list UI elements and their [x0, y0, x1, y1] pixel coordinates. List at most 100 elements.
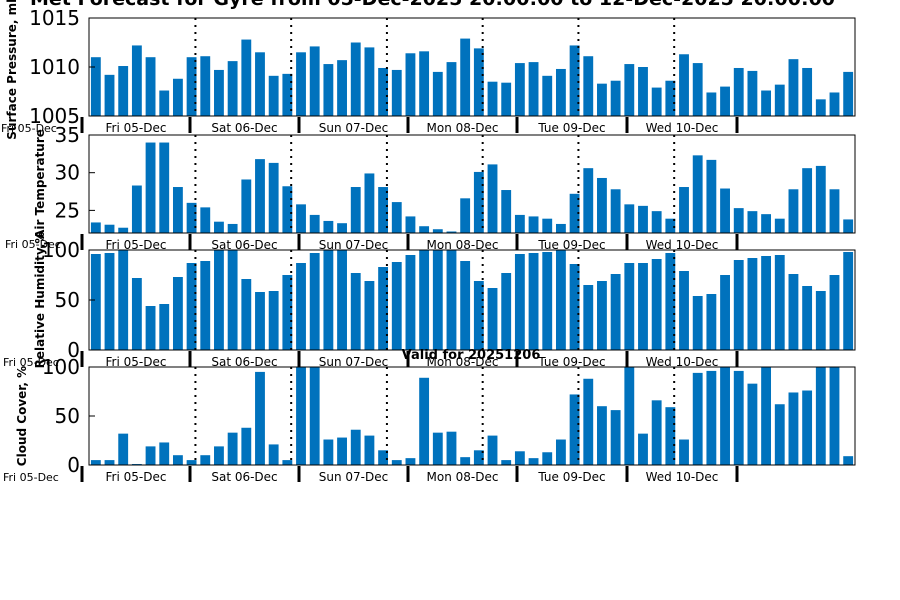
bar-pressure-30 — [501, 82, 512, 116]
bar-temperature-32 — [528, 216, 539, 233]
bar-humidity-27 — [460, 261, 471, 350]
bar-humidity-7 — [186, 263, 197, 350]
bar-temperature-17 — [323, 220, 334, 233]
bar-cloud-51 — [788, 392, 799, 465]
xtick-label-humidity-2: Sun 07-Dec — [319, 355, 388, 369]
bar-pressure-46 — [720, 86, 730, 116]
bar-humidity-47 — [733, 260, 744, 350]
bar-pressure-50 — [774, 84, 785, 116]
bar-cloud-44 — [692, 372, 703, 465]
bar-cloud-13 — [268, 444, 279, 465]
ytick-label-temperature-1: 30 — [55, 161, 80, 185]
bar-cloud-39 — [624, 367, 635, 465]
bar-humidity-32 — [528, 253, 539, 350]
xtick-first-pressure: Fri 05-Dec — [1, 122, 57, 135]
bar-temperature-1 — [104, 224, 115, 233]
bar-humidity-30 — [501, 273, 512, 350]
bar-pressure-3 — [131, 45, 142, 116]
xtick-label-cloud-3: Mon 08-Dec — [427, 470, 499, 484]
bar-cloud-2 — [118, 433, 129, 465]
bar-temperature-29 — [487, 164, 498, 233]
bar-temperature-4 — [145, 142, 156, 233]
ylabel-temperature: Air Temperature — [33, 129, 47, 239]
bar-humidity-46 — [720, 275, 730, 350]
bar-pressure-34 — [555, 68, 566, 116]
bar-temperature-14 — [282, 186, 293, 233]
bar-temperature-28 — [473, 171, 484, 233]
bar-temperature-46 — [720, 188, 730, 233]
bar-cloud-28 — [473, 450, 484, 465]
bar-pressure-21 — [378, 67, 389, 116]
bar-pressure-26 — [446, 62, 457, 116]
bar-temperature-31 — [514, 214, 525, 233]
bar-cloud-29 — [487, 435, 498, 465]
bar-cloud-26 — [446, 431, 457, 465]
ytick-label-pressure-2: 1015 — [29, 6, 80, 30]
bar-humidity-54 — [829, 275, 840, 350]
bar-cloud-41 — [651, 400, 662, 465]
bar-humidity-24 — [419, 250, 430, 350]
bar-humidity-3 — [131, 278, 142, 350]
xtick-label-pressure-4: Tue 09-Dec — [537, 121, 605, 135]
bar-temperature-11 — [241, 179, 252, 233]
bar-pressure-8 — [200, 56, 211, 116]
bar-cloud-1 — [104, 460, 115, 465]
bar-cloud-27 — [460, 457, 471, 465]
frame-temperature — [88, 134, 856, 234]
ytick-label-humidity-0: 0 — [67, 338, 80, 362]
bar-humidity-37 — [597, 281, 607, 350]
bar-cloud-52 — [802, 390, 813, 465]
bar-humidity-55 — [843, 252, 854, 350]
ytick-label-temperature-0: 25 — [55, 198, 80, 222]
bar-cloud-35 — [569, 394, 580, 465]
bar-pressure-31 — [514, 63, 525, 116]
xtick-label-pressure-2: Sun 07-Dec — [319, 121, 388, 135]
xtick-label-humidity-0: Fri 05-Dec — [106, 355, 167, 369]
bar-humidity-43 — [679, 271, 689, 350]
xtick-label-humidity-4: Tue 09-Dec — [537, 355, 605, 369]
bar-pressure-5 — [159, 90, 170, 116]
bar-humidity-14 — [282, 275, 293, 350]
bar-temperature-16 — [309, 214, 320, 233]
bar-pressure-6 — [172, 78, 183, 116]
bar-cloud-50 — [774, 404, 785, 465]
bar-humidity-31 — [514, 254, 525, 350]
bar-cloud-45 — [706, 370, 717, 465]
bar-pressure-33 — [542, 75, 553, 116]
bar-humidity-5 — [159, 304, 170, 350]
bar-pressure-12 — [255, 52, 265, 116]
bar-cloud-23 — [405, 458, 416, 465]
bar-humidity-6 — [172, 277, 183, 350]
bar-humidity-12 — [255, 292, 265, 350]
bar-pressure-52 — [802, 67, 813, 116]
bar-humidity-4 — [145, 306, 156, 350]
ytick-label-cloud-1: 50 — [55, 404, 80, 428]
bar-pressure-14 — [282, 73, 293, 116]
bar-humidity-33 — [542, 252, 553, 350]
bar-pressure-2 — [118, 66, 129, 116]
bar-pressure-36 — [583, 56, 594, 116]
bar-pressure-48 — [747, 70, 758, 116]
bar-pressure-49 — [761, 90, 772, 116]
bar-cloud-36 — [583, 378, 594, 465]
xtick-label-cloud-1: Sat 06-Dec — [211, 470, 277, 484]
bar-temperature-53 — [815, 165, 826, 233]
bar-humidity-18 — [337, 250, 347, 350]
bar-humidity-40 — [638, 263, 648, 350]
bar-humidity-0 — [90, 254, 101, 350]
bar-temperature-25 — [432, 229, 443, 233]
bar-cloud-24 — [419, 377, 430, 465]
xtick-label-temperature-4: Tue 09-Dec — [537, 238, 605, 252]
bar-humidity-23 — [405, 255, 416, 350]
bar-humidity-2 — [118, 250, 129, 350]
bar-pressure-27 — [460, 38, 471, 116]
bar-pressure-23 — [405, 53, 416, 116]
bar-temperature-38 — [610, 189, 621, 233]
bar-humidity-16 — [309, 253, 320, 350]
bar-temperature-36 — [583, 168, 594, 233]
bar-temperature-55 — [843, 219, 854, 233]
bar-temperature-41 — [651, 211, 662, 233]
bar-pressure-55 — [843, 71, 854, 116]
bar-humidity-19 — [350, 273, 361, 350]
